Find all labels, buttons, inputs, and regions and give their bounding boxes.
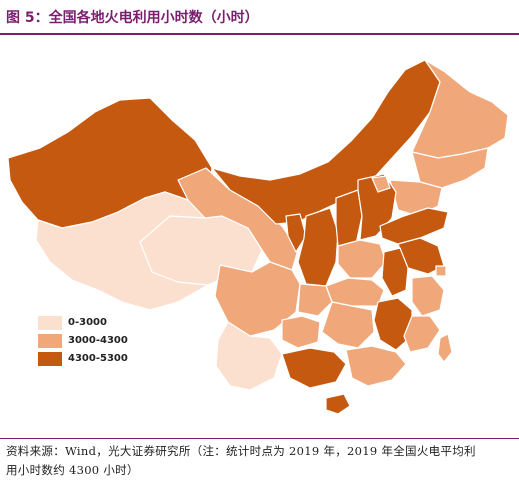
region-fujian bbox=[403, 315, 441, 353]
region-sichuan bbox=[214, 261, 301, 337]
figure-title: 图 5：全国各地火电利用小时数（小时） bbox=[6, 10, 259, 26]
region-shandong bbox=[379, 207, 449, 245]
region-shanxi bbox=[335, 189, 363, 247]
china-map bbox=[7, 59, 509, 415]
legend-label: 0-3000 bbox=[68, 317, 107, 328]
region-anhui bbox=[381, 247, 409, 297]
region-liaoning bbox=[389, 179, 443, 217]
region-ningxia bbox=[285, 213, 307, 253]
legend-label: 3000-4300 bbox=[68, 335, 128, 346]
region-guangdong bbox=[345, 345, 407, 387]
legend-label: 4300-5300 bbox=[68, 353, 128, 364]
legend-swatch bbox=[38, 315, 62, 330]
region-shanghai bbox=[435, 265, 447, 277]
legend-swatch bbox=[38, 351, 62, 366]
legend-item: 0-3000 bbox=[38, 314, 128, 331]
legend-item: 3000-4300 bbox=[38, 332, 128, 349]
source-line-1: 资料来源：Wind，光大证券研究所（注：统计时点为 2019 年，2019 年全… bbox=[6, 444, 476, 458]
region-guangxi bbox=[281, 347, 347, 389]
region-hunan bbox=[321, 301, 375, 349]
source-divider bbox=[0, 438, 519, 439]
region-guizhou bbox=[281, 315, 321, 349]
region-yunnan bbox=[215, 321, 283, 391]
region-shaanxi bbox=[297, 207, 339, 287]
region-hubei bbox=[325, 277, 385, 307]
region-zhejiang bbox=[411, 275, 445, 317]
region-chongqing bbox=[297, 283, 333, 317]
legend-item: 4300-5300 bbox=[38, 350, 128, 367]
source-line-2: 用小时数约 4300 小时） bbox=[6, 463, 139, 477]
title-divider bbox=[0, 33, 519, 35]
region-jiangxi bbox=[373, 297, 413, 351]
region-henan bbox=[337, 239, 387, 279]
legend-swatch bbox=[38, 333, 62, 348]
region-hainan bbox=[325, 393, 351, 415]
region-taiwan bbox=[437, 333, 453, 363]
map-legend: 0-3000 3000-4300 4300-5300 bbox=[38, 314, 128, 368]
region-beijing-tianjin bbox=[371, 175, 391, 193]
source-note: 资料来源：Wind，光大证券研究所（注：统计时点为 2019 年，2019 年全… bbox=[6, 442, 514, 480]
